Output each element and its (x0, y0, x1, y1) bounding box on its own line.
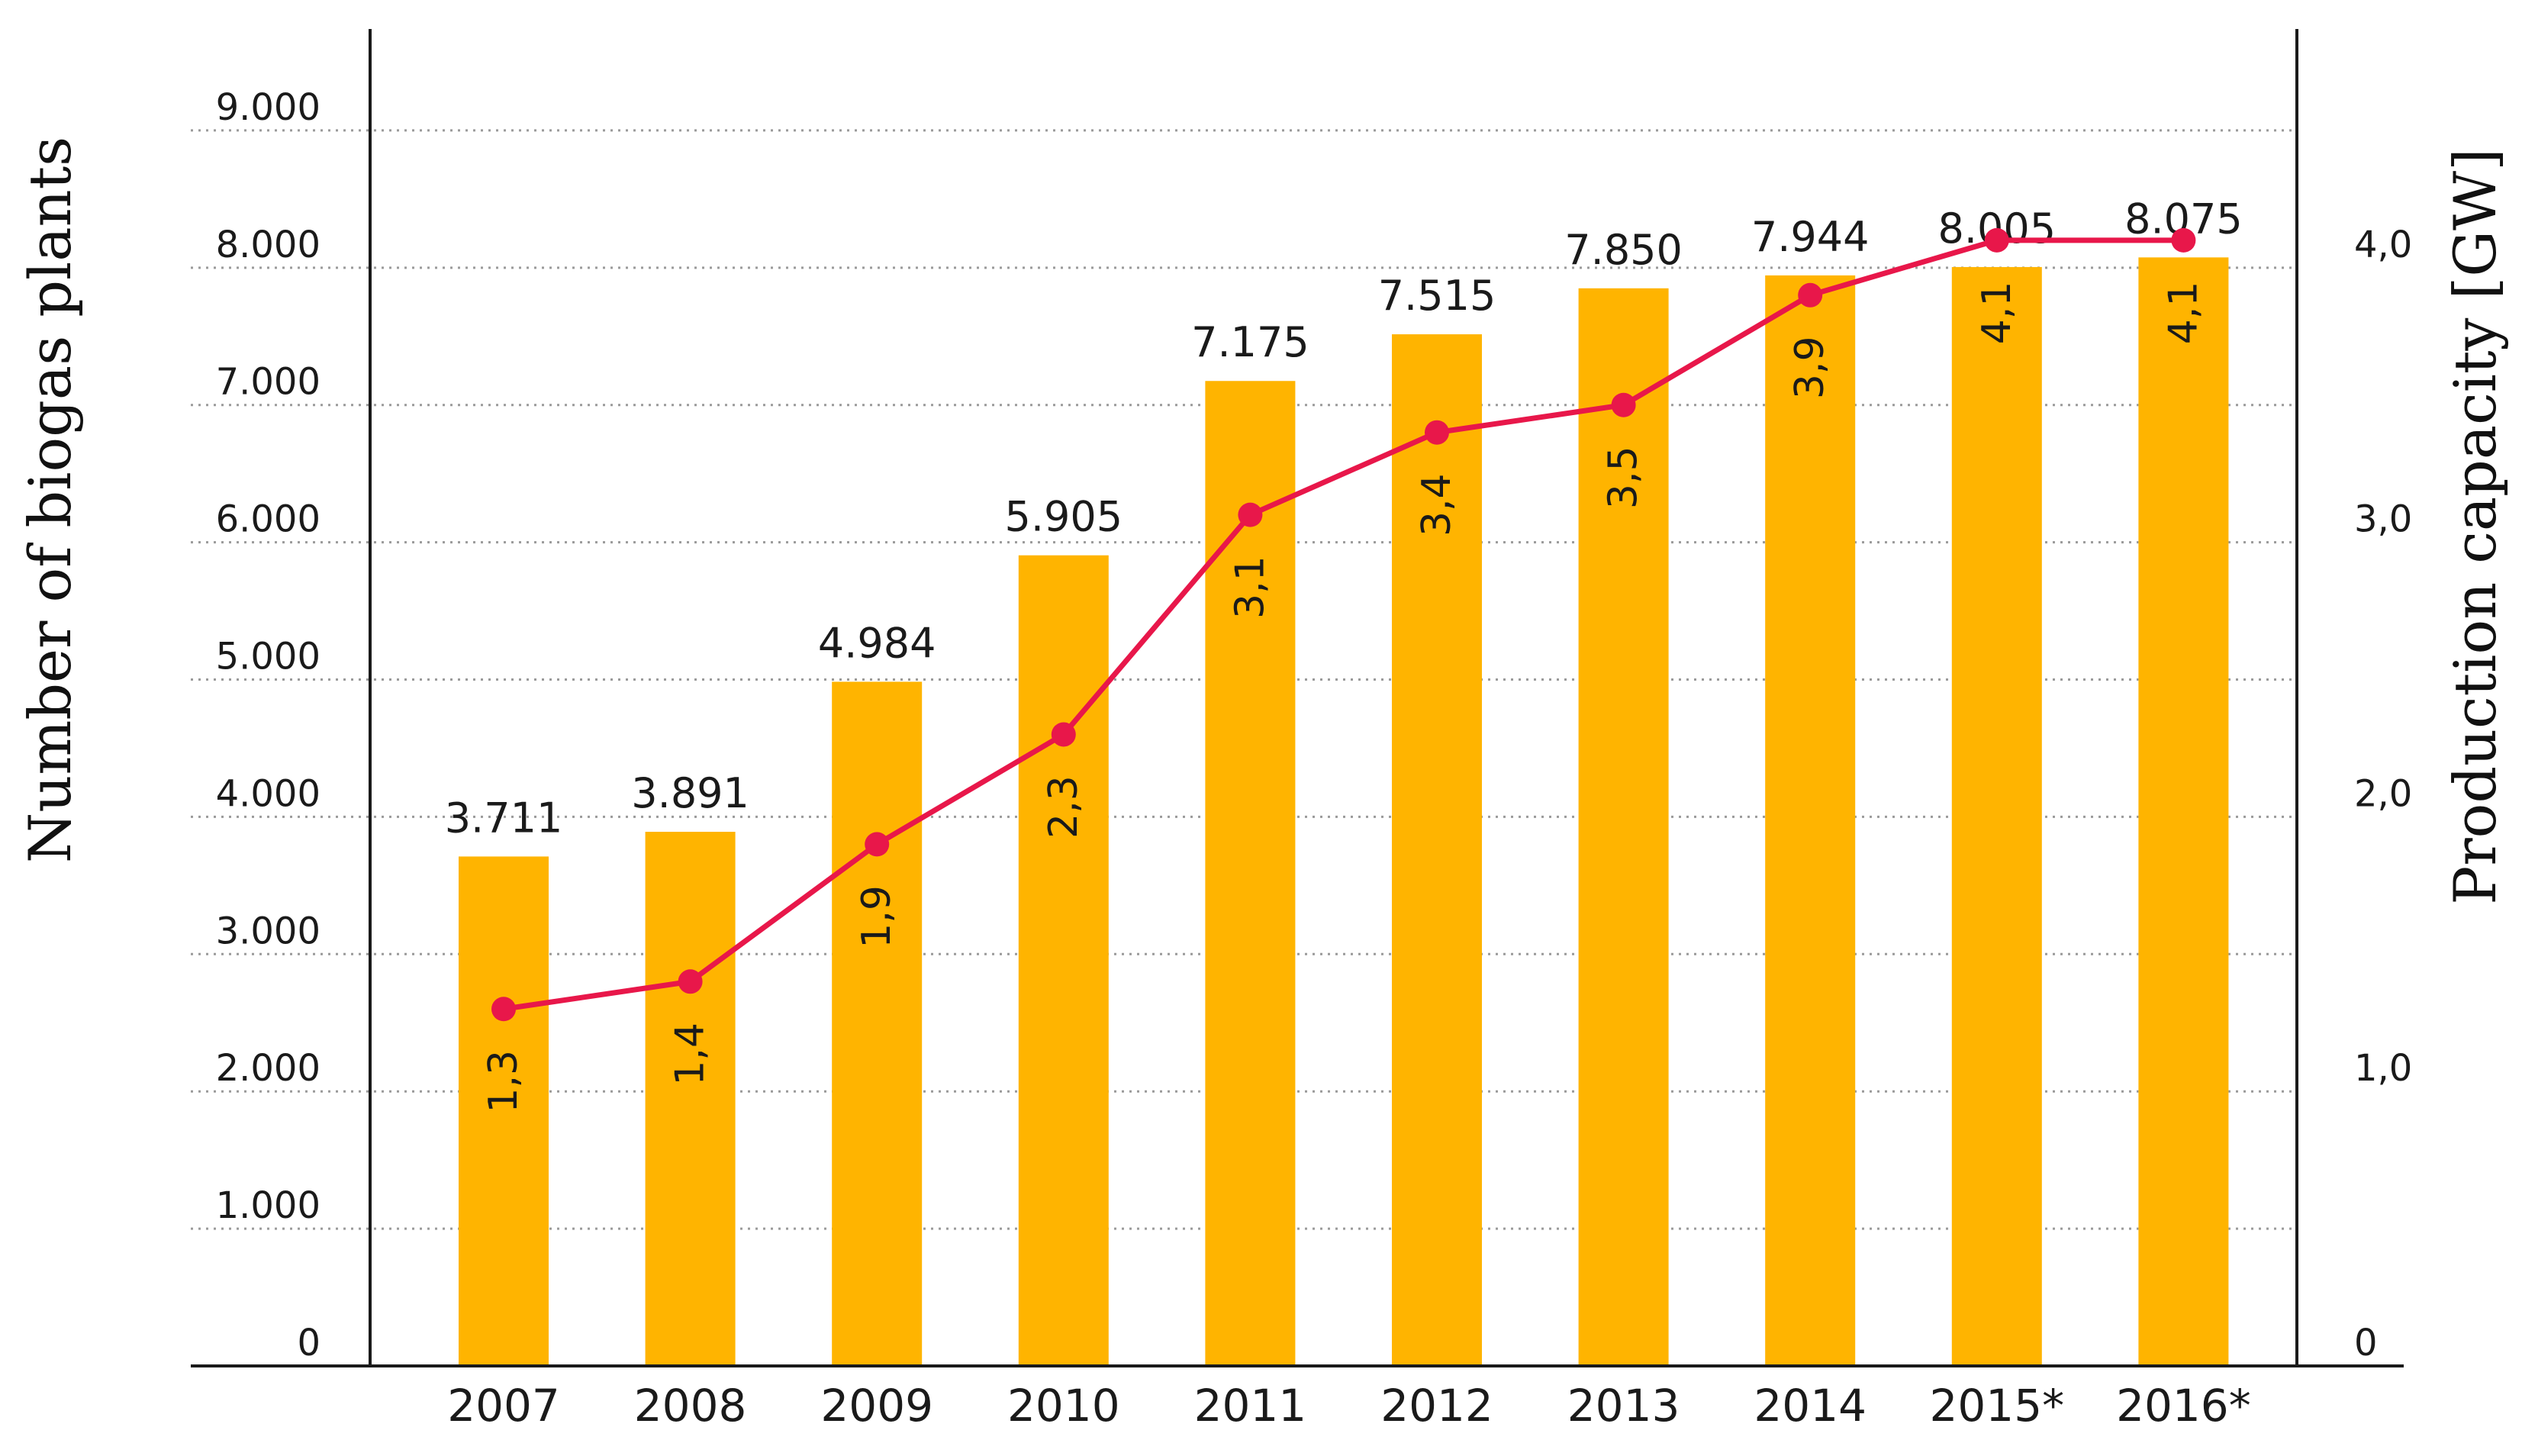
capacity-point (1425, 420, 1449, 445)
capacity-value-label: 3,4 (1414, 473, 1460, 536)
x-tick-label: 2015* (1929, 1380, 2064, 1432)
capacity-value-label: 1,4 (668, 1023, 713, 1086)
axes-layer (191, 29, 2404, 1367)
x-tick-label: 2016* (2116, 1380, 2251, 1432)
capacity-point (1238, 502, 1263, 527)
y-tick-label-right: 0 (2354, 1322, 2378, 1364)
y-tick-label-left: 0 (297, 1322, 320, 1364)
capacity-value-label: 1,3 (481, 1050, 527, 1113)
x-tick-label: 2014 (1754, 1380, 1867, 1432)
capacity-point (491, 997, 516, 1022)
bar-value-label: 4.984 (818, 619, 936, 667)
y-tick-label-left: 1.000 (216, 1184, 320, 1227)
y-tick-label-right: 4,0 (2354, 224, 2412, 266)
bar (1205, 381, 1296, 1366)
capacity-value-label: 2,3 (1041, 775, 1087, 839)
y-tick-label-left: 7.000 (216, 361, 320, 404)
capacity-point (1798, 282, 1823, 308)
bar-value-label: 3.711 (445, 794, 563, 842)
bar (832, 681, 923, 1366)
bar-value-label: 3.891 (631, 769, 749, 817)
capacity-value-label: 1,9 (854, 885, 900, 949)
capacity-value-label: 3,5 (1601, 446, 1647, 509)
capacity-point (865, 832, 890, 857)
capacity-value-label: 4,1 (2160, 281, 2206, 344)
bar-value-label: 7.944 (1751, 213, 1870, 261)
bar (1578, 288, 1669, 1366)
bar-value-label: 7.175 (1191, 318, 1309, 366)
y-tick-label-left: 2.000 (216, 1047, 320, 1090)
y-tick-label-left: 8.000 (216, 224, 320, 266)
bar-labels-layer: 3.711 3.891 4.984 5.905 7.175 7.515 7.850 7.944… (445, 195, 2243, 842)
bar (1392, 334, 1482, 1367)
x-tick-label: 2010 (1007, 1380, 1120, 1432)
bar (1018, 555, 1109, 1366)
capacity-value-label: 3,1 (1227, 556, 1273, 619)
capacity-point (1051, 722, 1076, 747)
ticks-layer: 0 1.000 2.000 3.000 4.000 5.000 6.000 7.000 8.00… (216, 86, 2413, 1432)
x-tick-label: 2012 (1380, 1380, 1493, 1432)
bar (1765, 275, 1856, 1367)
x-tick-label: 2008 (634, 1380, 747, 1432)
y-tick-label-left: 5.000 (216, 636, 320, 678)
y-axis-title-left: Number of biogas plants (16, 137, 84, 863)
bar (645, 832, 736, 1366)
bars-layer (459, 257, 2229, 1367)
y-tick-label-right: 1,0 (2354, 1047, 2412, 1090)
line-layer (491, 227, 2196, 1022)
y-tick-label-left: 9.000 (216, 86, 320, 129)
capacity-value-label: 3,9 (1787, 336, 1833, 399)
bar (459, 856, 549, 1366)
y-tick-label-left: 4.000 (216, 772, 320, 815)
capacity-point (1611, 392, 1636, 417)
y-tick-label-left: 3.000 (216, 910, 320, 952)
x-tick-label: 2011 (1194, 1380, 1307, 1432)
capacity-point (2171, 227, 2196, 253)
bar (2138, 257, 2229, 1366)
x-tick-label: 2007 (447, 1380, 560, 1432)
capacity-point (1984, 227, 2009, 253)
capacity-value-label: 4,1 (1974, 281, 2020, 344)
bar-value-label: 5.905 (1005, 493, 1123, 541)
bar-value-label: 7.515 (1378, 272, 1496, 320)
bar (1951, 266, 2042, 1366)
capacity-line (503, 237, 2184, 1012)
x-tick-label: 2009 (820, 1380, 933, 1432)
x-tick-label: 2013 (1567, 1380, 1680, 1432)
y-axis-title-right: Production capacity [GW] (2441, 148, 2509, 905)
y-tick-label-right: 2,0 (2354, 772, 2412, 815)
line-labels-layer: 1,3 1,4 1,9 2,3 3,1 3,4 3,5 3,9 4,1 4,1 (481, 281, 2206, 1113)
capacity-point (678, 969, 703, 994)
bar-value-label: 7.850 (1564, 226, 1683, 274)
y-tick-label-left: 6.000 (216, 498, 320, 541)
y-tick-label-right: 3,0 (2354, 498, 2412, 541)
